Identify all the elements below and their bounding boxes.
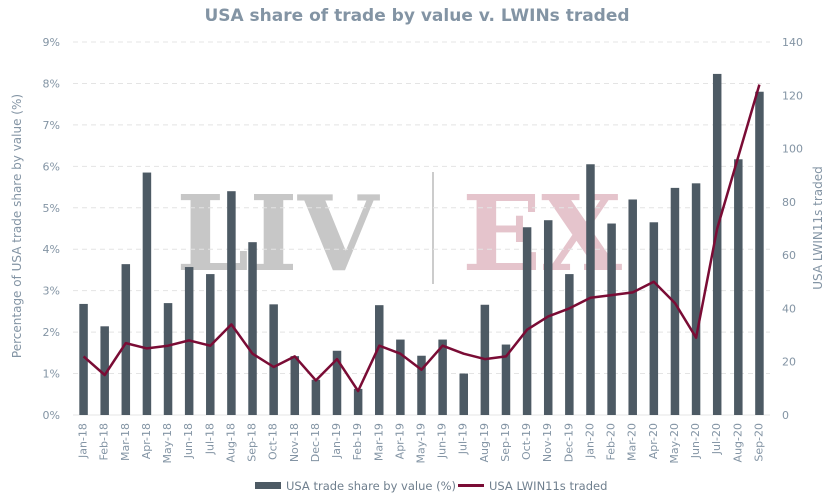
right-tick-label: 100 xyxy=(782,143,803,156)
liv-ex-watermark: LIV EX xyxy=(176,172,622,295)
right-tick-label: 40 xyxy=(782,302,796,315)
x-tick-label: Oct-19 xyxy=(520,423,533,460)
x-tick-label: Jun-19 xyxy=(436,423,449,459)
left-tick-label: 4% xyxy=(43,243,60,256)
x-tick-label: Jan-18 xyxy=(77,423,90,459)
x-tick-label: Aug-20 xyxy=(731,423,744,462)
bar-Aug-20 xyxy=(734,159,743,415)
left-tick-label: 9% xyxy=(43,36,60,49)
bar-Apr-20 xyxy=(649,222,659,415)
x-tick-label: May-18 xyxy=(161,423,174,464)
left-tick-label: 7% xyxy=(43,119,60,132)
x-tick-label: Aug-19 xyxy=(478,423,491,462)
left-tick-label: 8% xyxy=(43,77,60,90)
x-tick-label: Jan-19 xyxy=(330,423,343,459)
bar-Jan-19 xyxy=(332,350,342,415)
legend-line-label: USA LWIN11s traded xyxy=(489,479,607,493)
right-axis-ticks: 0 20 40 60 80 100 120 140 xyxy=(782,36,803,422)
x-tick-label: Jan-20 xyxy=(584,423,597,459)
bar-Apr-19 xyxy=(396,339,405,415)
x-tick-label: Apr-20 xyxy=(647,423,660,459)
x-tick-label: Sep-20 xyxy=(752,423,765,462)
left-tick-label: 3% xyxy=(43,285,60,298)
bar-Jul-19 xyxy=(459,373,468,415)
bar-Sep-20 xyxy=(755,91,764,415)
lwin-line xyxy=(82,84,761,393)
x-tick-label: Feb-19 xyxy=(351,423,364,460)
x-tick-label: Sep-19 xyxy=(499,423,512,462)
x-tick-label: Feb-20 xyxy=(605,423,618,460)
bar-Jun-20 xyxy=(691,183,701,415)
x-tick-label: Mar-18 xyxy=(119,423,132,461)
x-tick-label: Sep-18 xyxy=(246,423,259,462)
bar-Oct-19 xyxy=(522,227,532,415)
x-tick-label: Apr-18 xyxy=(140,423,153,459)
x-tick-label: Aug-18 xyxy=(224,423,237,462)
bar-Dec-19 xyxy=(565,274,574,415)
chart-title: USA share of trade by value v. LWINs tra… xyxy=(204,6,629,26)
line-series xyxy=(82,84,761,393)
right-tick-label: 140 xyxy=(782,36,803,49)
bar-Jan-20 xyxy=(586,164,595,415)
x-tick-label: Jul-19 xyxy=(457,423,470,455)
x-tick-label: Nov-19 xyxy=(541,423,554,462)
x-tick-label: May-20 xyxy=(668,423,681,464)
x-tick-label: Dec-18 xyxy=(309,423,322,462)
watermark-divider xyxy=(432,172,434,284)
x-tick-label: Dec-19 xyxy=(562,423,575,462)
legend-bar-label: USA trade share by value (%) xyxy=(286,479,456,493)
right-tick-label: 80 xyxy=(782,196,796,209)
x-tick-label: Jul-18 xyxy=(203,423,216,455)
bar-May-18 xyxy=(163,303,173,415)
bar-Jul-20 xyxy=(712,73,722,415)
left-tick-label: 0% xyxy=(43,409,60,422)
left-tick-label: 5% xyxy=(43,202,60,215)
x-tick-label: Apr-19 xyxy=(393,423,406,459)
left-tick-label: 6% xyxy=(43,160,60,173)
bar-Jan-18 xyxy=(79,303,88,415)
bar-Oct-18 xyxy=(269,304,278,415)
x-tick-label: Oct-18 xyxy=(267,423,280,460)
bar-May-19 xyxy=(417,355,426,415)
bar-Sep-19 xyxy=(501,344,511,415)
bar-Dec-18 xyxy=(311,379,321,415)
x-tick-label: Nov-18 xyxy=(288,423,301,462)
x-tick-label: Mar-19 xyxy=(372,423,385,461)
bar-Mar-20 xyxy=(628,199,637,415)
legend-bar-swatch xyxy=(255,482,281,489)
bar-Feb-19 xyxy=(353,388,363,415)
bar-Jun-19 xyxy=(438,339,447,415)
right-tick-label: 20 xyxy=(782,356,796,369)
x-axis-ticks: Jan-18 Feb-18 Mar-18 Apr-18 May-18 Jun-18 Jul-… xyxy=(77,423,766,464)
left-axis-label: Percentage of USA trade share by value (… xyxy=(10,94,24,358)
x-tick-label: Jun-18 xyxy=(182,423,195,459)
x-tick-label: Jun-20 xyxy=(689,423,702,459)
x-tick-label: May-19 xyxy=(415,423,428,464)
watermark-ex: EX xyxy=(462,172,622,295)
bar-Apr-18 xyxy=(142,172,152,415)
x-tick-label: Feb-18 xyxy=(98,423,111,460)
left-tick-label: 2% xyxy=(43,326,60,339)
bar-Feb-18 xyxy=(100,326,109,415)
x-tick-label: Jul-20 xyxy=(710,423,723,455)
bar-Sep-18 xyxy=(248,242,257,415)
bar-Feb-20 xyxy=(607,223,616,415)
right-tick-label: 120 xyxy=(782,89,803,102)
right-axis-label: USA LWIN11s traded xyxy=(811,166,825,290)
x-tick-label: Mar-20 xyxy=(626,423,639,461)
right-tick-label: 60 xyxy=(782,249,796,262)
legend: USA trade share by value (%) USA LWIN11s… xyxy=(255,479,607,493)
bar-Nov-18 xyxy=(290,356,300,415)
left-tick-label: 1% xyxy=(43,368,60,381)
bar-Mar-19 xyxy=(375,305,384,415)
left-axis-ticks: 0% 1% 2% 3% 4% 5% 6% 7% 8% 9% xyxy=(43,36,60,422)
bar-Mar-18 xyxy=(121,264,131,415)
right-tick-label: 0 xyxy=(782,409,789,422)
bar-Aug-18 xyxy=(227,191,236,415)
